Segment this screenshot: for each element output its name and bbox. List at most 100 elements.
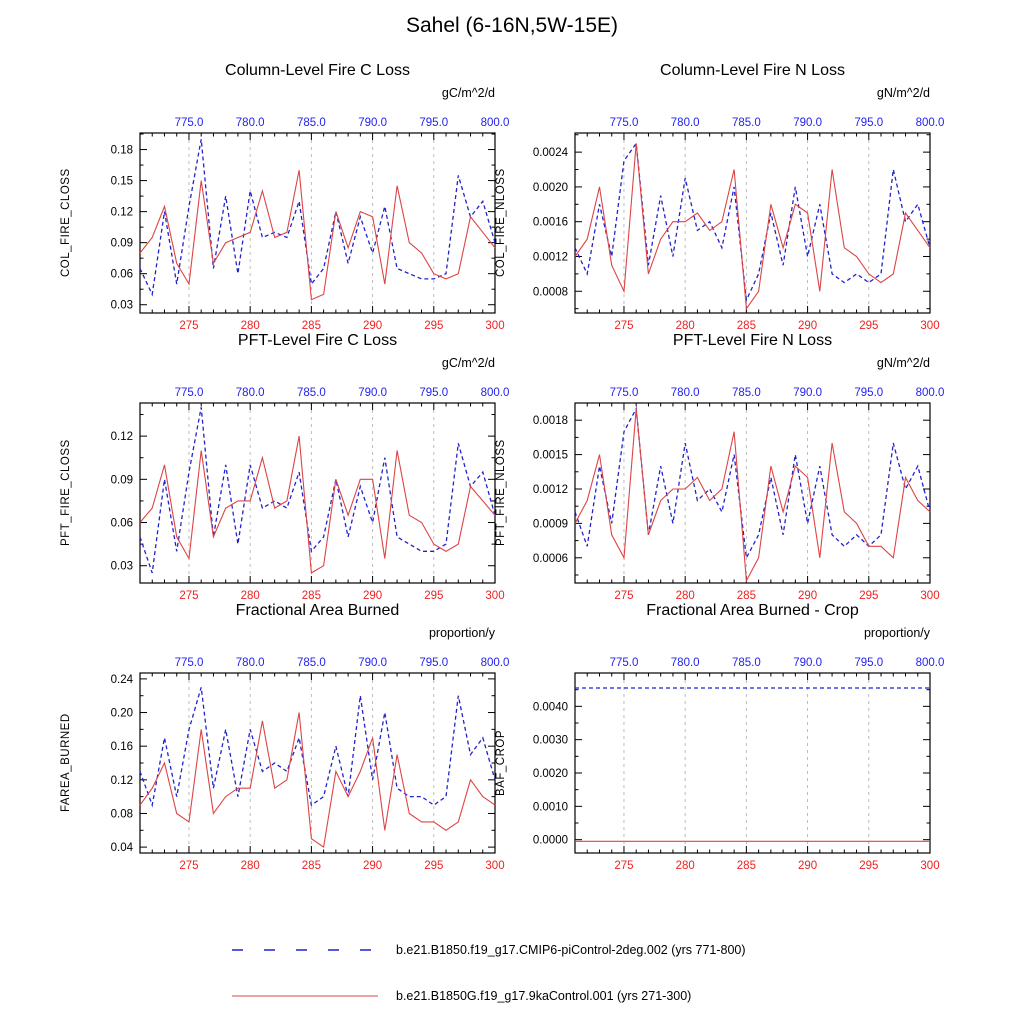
panel-title: PFT-Level Fire C Loss: [237, 332, 398, 349]
chart-pft-fire-nloss: 275 775.0 280 780.0 285 785.0 290 790.0 295 795.0…: [533, 387, 945, 602]
x-axis-bottom-tick-label: 275: [614, 320, 633, 332]
y-axis-tick-label: 0.03: [111, 300, 133, 312]
panel-pft-fire-nloss: PFT-Level Fire N Loss gN/m^2/d PFT_FIRE_…: [485, 330, 955, 630]
panel-title: Column-Level Fire C Loss: [225, 62, 410, 79]
units-label: gN/m^2/d: [876, 356, 930, 370]
y-axis-tick-label: 0.0015: [533, 450, 568, 462]
panel-title: Column-Level Fire N Loss: [660, 62, 845, 79]
x-axis-bottom-tick-label: 295: [424, 590, 443, 602]
x-axis-bottom-tick-label: 280: [241, 320, 260, 332]
panel-title: Fractional Area Burned: [235, 602, 400, 619]
x-axis-top-tick-label: 775.0: [175, 387, 204, 399]
x-axis-top-tick-label: 795.0: [419, 117, 448, 129]
x-axis-top-tick-label: 775.0: [175, 117, 204, 129]
y-axis-tick-label: 0.0016: [533, 217, 568, 229]
x-axis-top-tick-label: 800.0: [916, 387, 945, 399]
chart-col-fire-closs: 275 775.0 280 780.0 285 785.0 290 790.0 295 795.0…: [111, 117, 510, 332]
y-axis-tick-label: 0.18: [111, 145, 133, 157]
series-line-9kacontrol: [139, 170, 496, 301]
units-label: proportion/y: [863, 626, 930, 640]
chart-pft-fire-closs: 275 775.0 280 780.0 285 785.0 290 790.0 295 795.0…: [111, 387, 510, 602]
x-axis-bottom-tick-label: 295: [424, 860, 443, 872]
x-axis-top-tick-label: 785.0: [732, 657, 761, 669]
series-line-9kacontrol: [139, 435, 496, 574]
x-axis-top-tick-label: 775.0: [610, 117, 639, 129]
y-axis-tick-label: 0.03: [111, 561, 133, 573]
units-label: proportion/y: [428, 626, 495, 640]
x-axis-top-tick-label: 785.0: [297, 117, 326, 129]
series-line-picontrol: [139, 687, 496, 808]
panel-col-fire-closs: Column-Level Fire C Loss gC/m^2/d COL_FI…: [50, 60, 520, 360]
y-axis-tick-label: 0.0030: [533, 735, 568, 747]
x-axis-bottom-tick-label: 275: [614, 590, 633, 602]
y-axis-tick-label: 0.06: [111, 518, 133, 530]
series-line-picontrol: [574, 141, 931, 303]
x-axis-bottom-tick-label: 290: [798, 320, 817, 332]
x-axis-top-tick-label: 790.0: [793, 387, 822, 399]
panel-title: PFT-Level Fire N Loss: [672, 332, 833, 349]
x-axis-top-tick-label: 780.0: [671, 657, 700, 669]
y-axis-tick-label: 0.0006: [533, 553, 568, 565]
x-axis-bottom-tick-label: 285: [737, 860, 756, 872]
x-axis-top-tick-label: 800.0: [916, 657, 945, 669]
x-axis-top-tick-label: 785.0: [297, 387, 326, 399]
x-axis-bottom-tick-label: 275: [614, 860, 633, 872]
series-line-picontrol: [574, 406, 931, 560]
x-axis-top-tick-label: 775.0: [175, 657, 204, 669]
legend-label: b.e21.B1850G.f19_g17.9kaControl.001 (yrs…: [396, 989, 692, 1003]
panel-col-fire-nloss: Column-Level Fire N Loss gN/m^2/d COL_FI…: [485, 60, 955, 360]
units-label: gN/m^2/d: [876, 86, 930, 100]
x-axis-bottom-tick-label: 290: [798, 860, 817, 872]
chart-farea-burned: 275 775.0 280 780.0 285 785.0 290 790.0 295 795.0…: [111, 657, 510, 872]
x-axis-bottom-tick-label: 300: [920, 590, 939, 602]
plot-frame: [139, 132, 496, 314]
y-axis-tick-label: 0.06: [111, 269, 133, 281]
x-axis-bottom-tick-label: 285: [302, 590, 321, 602]
y-axis-tick-label: 0.0012: [533, 251, 568, 263]
plot-frame: [139, 672, 496, 854]
y-axis-tick-label: 0.09: [111, 238, 133, 250]
y-axis-tick-label: 0.0040: [533, 701, 568, 713]
x-axis-bottom-tick-label: 280: [676, 320, 695, 332]
y-axis-tick-label: 0.20: [111, 708, 133, 720]
x-axis-bottom-tick-label: 300: [920, 860, 939, 872]
x-axis-bottom-tick-label: 290: [363, 590, 382, 602]
x-axis-bottom-tick-label: 285: [737, 320, 756, 332]
x-axis-top-tick-label: 780.0: [671, 387, 700, 399]
y-axis-tick-label: 0.08: [111, 808, 133, 820]
x-axis-bottom-tick-label: 285: [302, 860, 321, 872]
y-axis-tick-label: 0.0008: [533, 286, 568, 298]
x-axis-top-tick-label: 780.0: [236, 387, 265, 399]
x-axis-top-tick-label: 795.0: [854, 657, 883, 669]
units-label: gC/m^2/d: [441, 86, 495, 100]
legend-entry-9kacontrol: b.e21.B1850G.f19_g17.9kaControl.001 (yrs…: [230, 986, 1024, 1006]
x-axis-top-tick-label: 780.0: [236, 657, 265, 669]
legend-line-dashed: [232, 949, 378, 951]
x-axis-bottom-tick-label: 280: [241, 590, 260, 602]
page-title: Sahel (6-16N,5W-15E): [405, 14, 619, 37]
y-axis-tick-label: 0.16: [111, 741, 133, 753]
series-line-9kacontrol: [574, 408, 931, 583]
x-axis-bottom-tick-label: 280: [241, 860, 260, 872]
series-line-9kacontrol: [574, 143, 931, 311]
legend-label: b.e21.B1850.f19_g17.CMIP6-piControl-2deg…: [396, 943, 746, 957]
x-axis-bottom-tick-label: 300: [485, 320, 504, 332]
x-axis-top-tick-label: 800.0: [481, 117, 510, 129]
y-axis-tick-label: 0.0020: [533, 768, 568, 780]
x-axis-top-tick-label: 785.0: [297, 657, 326, 669]
y-axis-tick-label: 0.0018: [533, 415, 568, 427]
x-axis-bottom-tick-label: 290: [363, 320, 382, 332]
x-axis-bottom-tick-label: 280: [676, 860, 695, 872]
x-axis-top-tick-label: 795.0: [854, 117, 883, 129]
series-line-picontrol: [139, 139, 496, 297]
x-axis-top-tick-label: 790.0: [793, 117, 822, 129]
legend-entry-picontrol: b.e21.B1850.f19_g17.CMIP6-piControl-2deg…: [230, 940, 1024, 960]
x-axis-bottom-tick-label: 290: [798, 590, 817, 602]
y-axis-tick-label: 0.0009: [533, 518, 568, 530]
x-axis-bottom-tick-label: 300: [485, 860, 504, 872]
x-axis-top-tick-label: 790.0: [358, 387, 387, 399]
legend: b.e21.B1850.f19_g17.CMIP6-piControl-2deg…: [0, 932, 1024, 1032]
x-axis-top-tick-label: 800.0: [481, 387, 510, 399]
y-axis-tick-label: 0.15: [111, 176, 133, 188]
x-axis-bottom-tick-label: 275: [179, 590, 198, 602]
